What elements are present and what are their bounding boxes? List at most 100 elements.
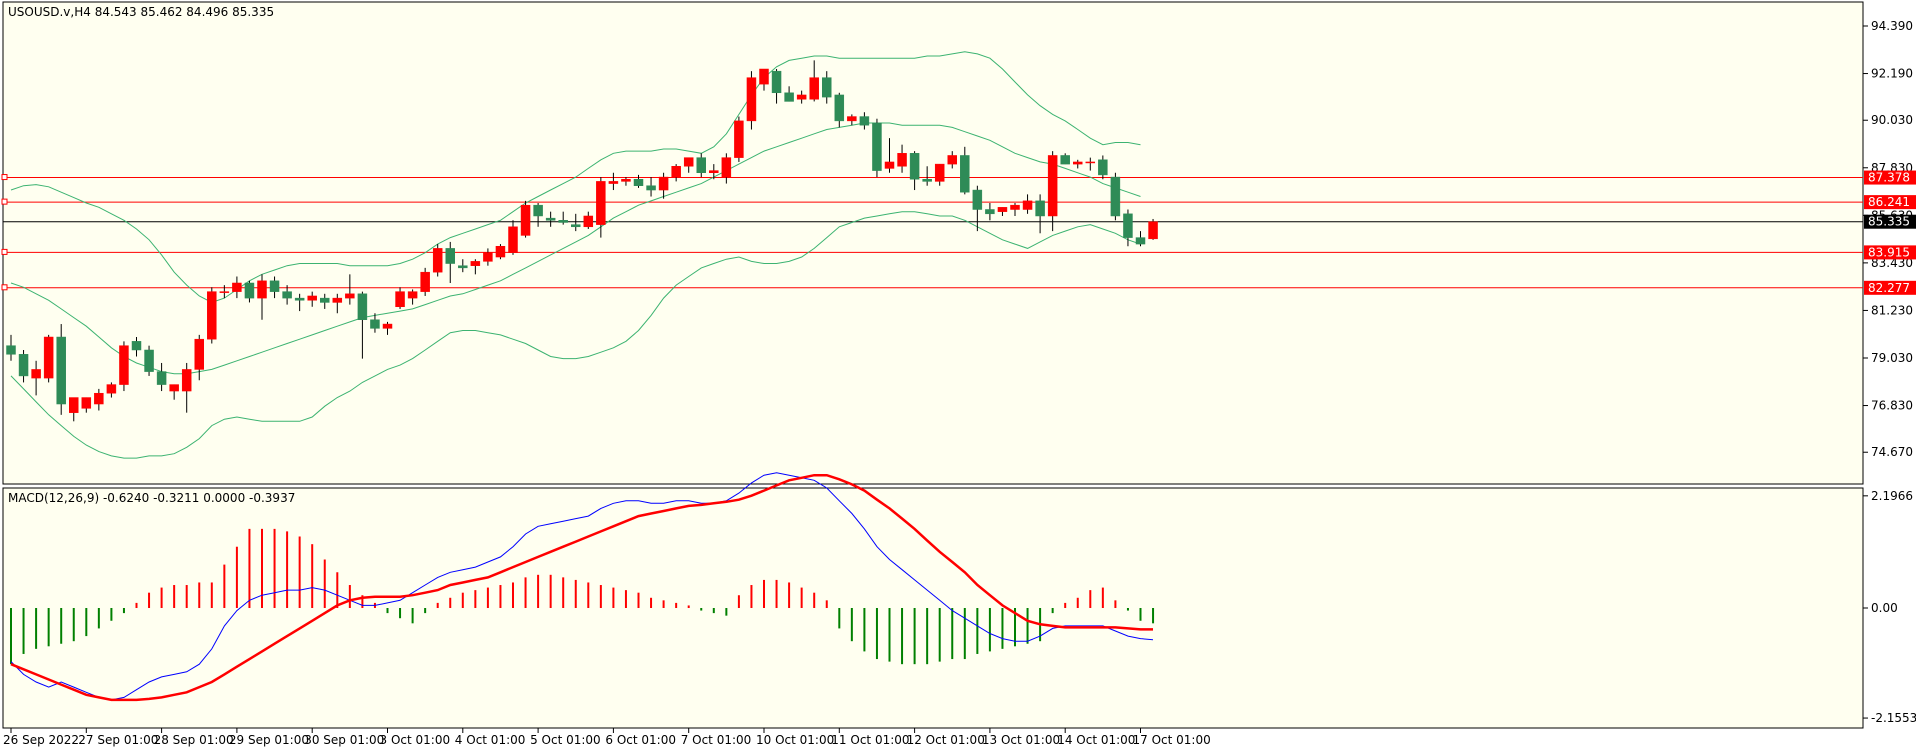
price-axis-label: 92.190 xyxy=(1871,67,1913,81)
candle-body xyxy=(947,155,957,165)
candle-body xyxy=(834,94,845,122)
candle-body xyxy=(822,77,832,98)
candle-body xyxy=(6,345,16,355)
time-axis-label: 17 Oct 01:00 xyxy=(1133,733,1211,747)
candle-body xyxy=(1148,221,1158,240)
time-axis-label: 10 Oct 01:00 xyxy=(756,733,834,747)
candle-body xyxy=(1135,237,1146,245)
candle-body xyxy=(232,282,242,292)
price-panel[interactable] xyxy=(2,1,1864,485)
candle-body xyxy=(960,155,970,193)
candle-body xyxy=(671,166,681,178)
price-axis-label: 76.830 xyxy=(1871,399,1913,413)
time-axis-label: 27 Sep 01:00 xyxy=(78,733,158,747)
candle-body xyxy=(144,349,154,372)
candle-body xyxy=(156,371,167,385)
candle-body xyxy=(483,252,493,262)
level-marker-83.915 xyxy=(1,248,8,255)
candle-body xyxy=(18,354,29,377)
candle-body xyxy=(1022,200,1033,210)
candle-body xyxy=(972,189,983,210)
candle-body xyxy=(1060,155,1070,165)
candle-body xyxy=(169,384,179,392)
time-axis-label: 5 Oct 01:00 xyxy=(530,733,601,747)
level-marker-87.378 xyxy=(1,174,8,181)
level-price-badge xyxy=(1864,280,1916,295)
candle-body xyxy=(94,392,104,405)
candle-body xyxy=(81,397,92,409)
candle-body xyxy=(181,369,192,392)
candle-body xyxy=(219,291,230,293)
candle-body xyxy=(332,297,343,303)
time-axis-label: 13 Oct 01:00 xyxy=(982,733,1060,747)
candle-body xyxy=(56,336,66,405)
price-axis-label: 79.030 xyxy=(1871,351,1913,365)
macd-title: MACD(12,26,9) -0.6240 -0.3211 0.0000 -0.… xyxy=(8,491,295,505)
candle-body xyxy=(809,77,819,100)
time-axis-label: 26 Sep 2022 xyxy=(3,733,79,747)
candle-body xyxy=(43,336,54,379)
candle-body xyxy=(1047,155,1058,217)
candle-body xyxy=(1073,161,1083,165)
candle-body xyxy=(545,217,556,221)
level-marker-86.241 xyxy=(1,198,8,205)
bollinger-upper-line xyxy=(10,51,1141,303)
candle-body xyxy=(257,280,267,299)
candle-body xyxy=(922,178,932,182)
candle-body xyxy=(533,204,543,217)
candle-body xyxy=(31,369,41,379)
candle-body xyxy=(784,92,794,102)
candle-body xyxy=(746,77,757,122)
candle-body xyxy=(119,345,129,385)
candle-body xyxy=(69,397,79,413)
candle-body xyxy=(583,215,594,228)
candle-body xyxy=(294,297,305,301)
candle-body xyxy=(734,120,744,158)
time-axis-label: 3 Oct 01:00 xyxy=(380,733,451,747)
time-axis-label: 30 Sep 01:00 xyxy=(304,733,384,747)
candle-body xyxy=(1123,213,1133,238)
candle-body xyxy=(571,224,581,228)
candle-body xyxy=(307,295,317,301)
candle-body xyxy=(859,116,870,126)
candle-body xyxy=(395,291,405,308)
macd-panel[interactable] xyxy=(2,487,1864,729)
level-price-label: 86.241 xyxy=(1868,195,1910,209)
macd-line xyxy=(10,472,1154,701)
candle-body xyxy=(558,220,568,223)
time-axis-label: 12 Oct 01:00 xyxy=(907,733,985,747)
candle-body xyxy=(470,261,481,266)
candle-body xyxy=(847,116,857,122)
macd-layer xyxy=(10,472,1155,702)
candle-body xyxy=(370,319,380,329)
candle-body xyxy=(997,207,1008,212)
time-axis-label: 14 Oct 01:00 xyxy=(1057,733,1135,747)
candle-body xyxy=(244,282,255,299)
candle-body xyxy=(759,68,769,85)
candle-body xyxy=(1085,161,1096,164)
candle-body xyxy=(909,153,920,180)
candle-body xyxy=(420,271,430,292)
price-layer xyxy=(1,51,1863,459)
level-price-badge xyxy=(1864,214,1916,229)
time-axis-label: 29 Sep 01:00 xyxy=(229,733,309,747)
candle-body xyxy=(721,157,732,178)
bollinger-lower-line xyxy=(10,211,1141,459)
candle-body xyxy=(608,181,619,184)
candle-body xyxy=(269,280,280,292)
level-price-badge xyxy=(1864,195,1916,210)
macd-axis-label: -2.1553 xyxy=(1871,711,1916,725)
axis-layer: 94.39092.19090.03087.83085.63083.43081.2… xyxy=(3,19,1916,747)
candle-body xyxy=(458,265,468,269)
candle-body xyxy=(382,323,393,329)
candle-body xyxy=(696,157,706,174)
candle-body xyxy=(633,178,644,186)
candle-body xyxy=(508,226,518,253)
candle-body xyxy=(985,209,995,215)
candle-body xyxy=(884,161,895,169)
candle-body xyxy=(872,122,882,171)
level-price-label: 85.335 xyxy=(1868,215,1910,229)
level-marker-82.277 xyxy=(1,284,8,291)
price-axis-label: 90.030 xyxy=(1871,113,1913,127)
